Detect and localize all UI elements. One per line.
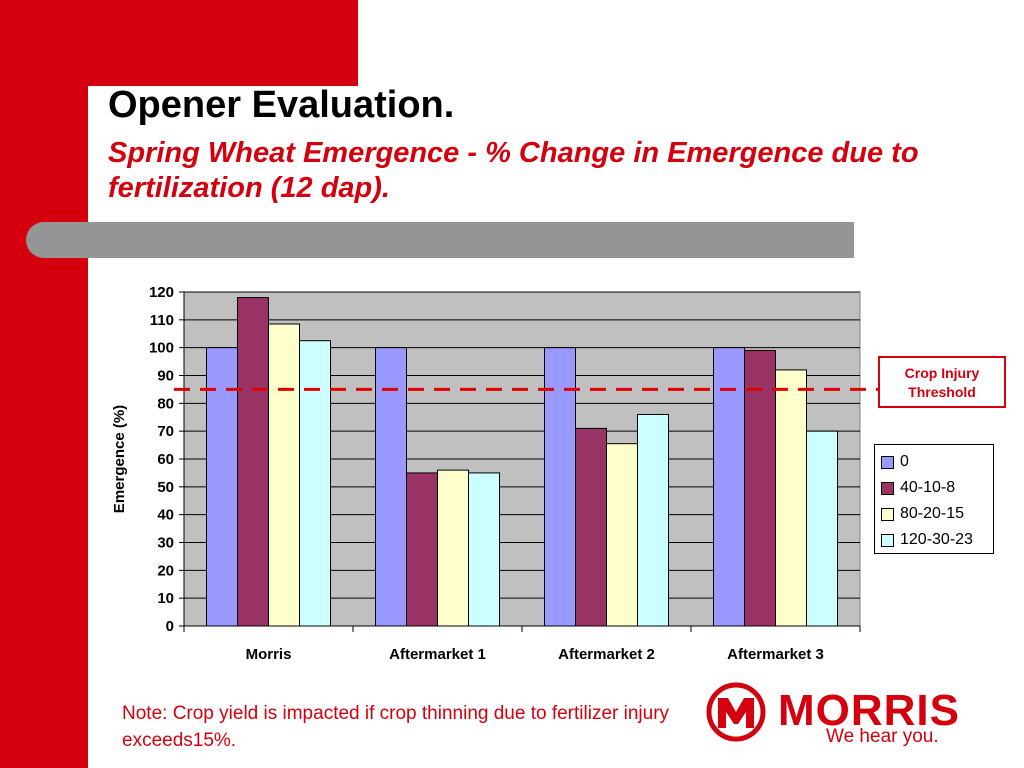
- bar: [744, 349, 776, 627]
- y-tick-label: 110: [150, 312, 174, 329]
- legend-swatch: [881, 455, 894, 469]
- morris-logo: [706, 682, 766, 742]
- bar: [237, 297, 269, 627]
- bar: [575, 427, 607, 627]
- bar: [544, 347, 576, 627]
- yield-note: Note: Crop yield is impacted if crop thi…: [122, 703, 670, 751]
- bar: [268, 323, 300, 627]
- legend-item: 80-20-15: [881, 501, 993, 527]
- bar: [775, 369, 807, 627]
- x-tick-label: Morris: [246, 646, 292, 663]
- y-tick-label: 120: [149, 284, 174, 301]
- legend-label: 120-30-23: [900, 531, 973, 548]
- logo-wordmark: MORRIS: [778, 686, 960, 735]
- slide-title: Opener Evaluation.: [108, 84, 455, 126]
- slide-subtitle: Spring Wheat Emergence - % Change in Eme…: [108, 137, 919, 204]
- x-tick-label: Aftermarket 3: [727, 646, 824, 663]
- legend-item: 40-10-8: [881, 475, 993, 501]
- x-tick-label: Aftermarket 1: [389, 646, 486, 663]
- y-tick-label: 60: [157, 451, 174, 468]
- left-red-band: [0, 0, 88, 768]
- y-tick-label: 100: [149, 340, 174, 357]
- legend-swatch: [881, 481, 894, 495]
- bar: [637, 413, 669, 627]
- logo-m-icon: [718, 698, 754, 728]
- y-tick-label: 30: [157, 535, 174, 552]
- chart-legend: 0 40-10-8 80-20-15 120-30-23: [874, 444, 994, 554]
- y-tick-label: 90: [157, 368, 174, 385]
- x-tick-label: Aftermarket 2: [558, 646, 655, 663]
- legend-label: 40-10-8: [900, 479, 956, 496]
- legend-swatch: [881, 507, 894, 521]
- legend-item: 0: [881, 449, 993, 475]
- y-tick-label: 40: [157, 507, 174, 524]
- threshold-label-line2: Threshold: [908, 384, 976, 400]
- y-tick-label: 80: [157, 395, 174, 412]
- bar: [606, 443, 638, 627]
- bar: [406, 472, 438, 627]
- y-tick-label: 20: [157, 562, 174, 579]
- threshold-label-line1: Crop Injury: [904, 365, 980, 381]
- y-tick-label: 70: [157, 423, 174, 440]
- bar: [437, 469, 469, 627]
- bar: [206, 347, 238, 627]
- logo-tagline: We hear you.: [826, 726, 939, 747]
- y-tick-label: 0: [166, 618, 174, 635]
- y-tick-label: 10: [157, 590, 174, 607]
- bar: [806, 430, 838, 627]
- y-axis-label: Emergence (%): [111, 405, 128, 513]
- top-red-band: [0, 0, 358, 86]
- legend-item: 120-30-23: [881, 527, 993, 553]
- crop-injury-threshold-label: Crop Injury Threshold: [878, 356, 1006, 408]
- legend-swatch: [881, 533, 894, 547]
- bar: [299, 340, 331, 627]
- y-tick-label: 50: [157, 479, 174, 496]
- title-divider: [26, 222, 854, 258]
- legend-label: 80-20-15: [900, 505, 965, 522]
- bar: [468, 472, 500, 627]
- logo-ring: [706, 682, 766, 742]
- legend-label: 0: [900, 453, 909, 470]
